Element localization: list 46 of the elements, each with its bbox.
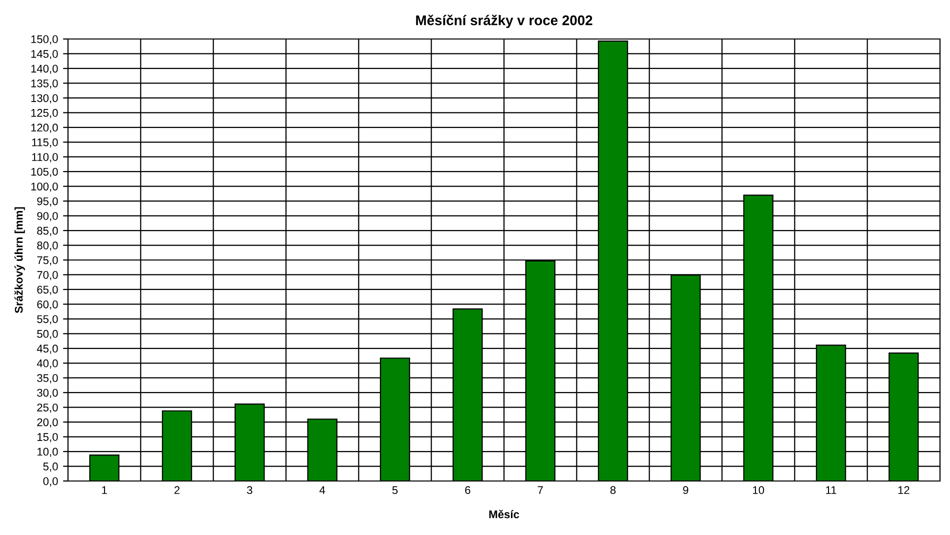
y-tick-label: 80,0 — [37, 242, 58, 251]
x-tick-label: 11 — [826, 486, 836, 494]
y-tick-label: 35,0 — [37, 374, 58, 384]
y-tick-label: 55,0 — [37, 315, 58, 324]
y-tick-label: 40,0 — [36, 359, 58, 369]
y-tick-label: 45,0 — [36, 344, 58, 354]
y-tick-label: 65,0 — [37, 286, 58, 295]
y-tick-label: 5,0 — [43, 462, 58, 472]
y-tick-label: 100,0 — [31, 182, 58, 192]
y-tick-label: 75,0 — [37, 256, 58, 266]
y-tick-label: 90,0 — [37, 212, 58, 222]
y-tick-label: 10,0 — [38, 448, 58, 457]
y-tick-label: 110,0 — [32, 153, 58, 162]
x-tick-label: 6 — [465, 486, 470, 494]
x-axis-title: Měsíc — [489, 510, 520, 518]
y-tick-label: 145,0 — [31, 50, 58, 60]
y-tick-label: 125,0 — [31, 108, 58, 118]
y-tick-label: 120,0 — [31, 124, 58, 133]
x-tick-label: 9 — [683, 486, 688, 494]
x-tick-label: 10 — [753, 486, 764, 494]
y-tick-label: 25,0 — [37, 404, 58, 413]
y-tick-label: 150,0 — [31, 35, 58, 44]
y-tick-label: 95,0 — [37, 197, 58, 207]
y-tick-label: 50,0 — [37, 330, 58, 340]
y-tick-label: 30,0 — [37, 388, 58, 398]
x-tick-label: 7 — [538, 486, 543, 494]
y-tick-label: 15,0 — [38, 433, 58, 442]
x-tick-label: 3 — [247, 486, 252, 494]
y-tick-label: 135,0 — [31, 79, 58, 89]
y-tick-label: 70,0 — [37, 271, 58, 280]
y-tick-label: 115,0 — [32, 138, 58, 148]
x-tick-label: 2 — [174, 486, 180, 494]
y-tick-label: 85,0 — [37, 226, 58, 236]
y-tick-label: 140,0 — [31, 64, 58, 74]
y-tick-label: 105,0 — [31, 168, 58, 178]
y-tick-label: 130,0 — [31, 94, 58, 104]
chart-title: Měsíční srážky v roce 2002 — [416, 14, 592, 28]
x-tick-label: 4 — [320, 486, 326, 494]
y-tick-label: 60,0 — [37, 300, 58, 310]
y-axis-title: Srážkový úhrn [mm] — [14, 207, 25, 314]
y-tick-label: 20,0 — [37, 418, 58, 428]
x-tick-label: 8 — [610, 486, 616, 494]
x-tick-label: 12 — [898, 486, 910, 494]
x-tick-label: 1 — [102, 486, 107, 494]
y-tick-label: 0,0 — [43, 477, 58, 486]
x-tick-label: 5 — [392, 486, 398, 494]
